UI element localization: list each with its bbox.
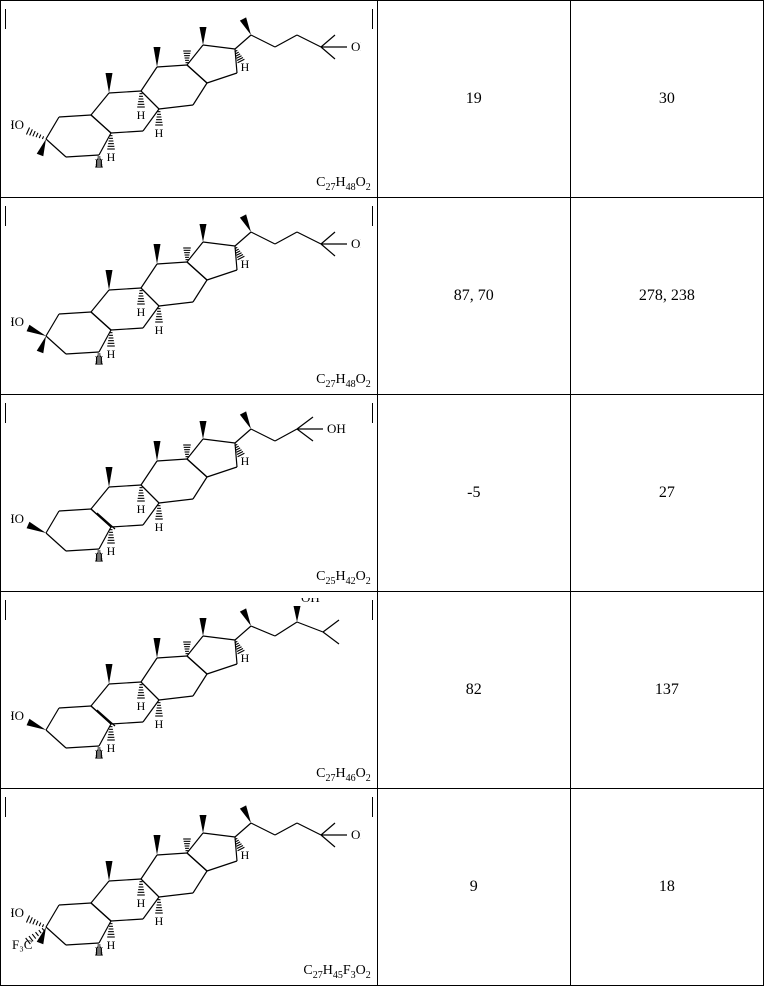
edge-mark	[372, 206, 373, 226]
svg-text:H: H	[155, 914, 164, 928]
structure-cell: HHHHHOHHOC27H48O2	[1, 198, 378, 395]
edge-mark	[5, 797, 6, 817]
value-col-1: 87, 70	[377, 198, 570, 395]
svg-text:H: H	[107, 347, 116, 361]
value-col-1: -5	[377, 395, 570, 592]
svg-text:H: H	[137, 108, 146, 122]
svg-text:HO: HO	[11, 117, 24, 132]
value-col-1: 19	[377, 1, 570, 198]
molecular-formula: C27H48O2	[316, 372, 371, 390]
compound-table: HHHHHOHHOC27H48O21930HHHHHOHHOC27H48O287…	[0, 0, 764, 986]
svg-text:OH: OH	[351, 236, 361, 251]
molecular-formula: C27H46O2	[316, 766, 371, 784]
edge-mark	[5, 9, 6, 29]
table-row: HHHHHOHHOC27H48O287, 70278, 238	[1, 198, 764, 395]
value-col-1: 9	[377, 789, 570, 986]
svg-text:HO: HO	[11, 905, 24, 920]
structure-cell: HHHHHOHHOC27H48O2	[1, 1, 378, 198]
structure-svg: HHHHHOHF₃CHO	[11, 795, 361, 975]
svg-text:OH: OH	[351, 39, 361, 54]
table-row: HHHHHOHHOC25H42O2-527	[1, 395, 764, 592]
svg-text:H: H	[155, 323, 164, 337]
structure-svg: HHHHHOHHO	[11, 598, 361, 778]
value-col-2: 278, 238	[570, 198, 763, 395]
svg-text:H: H	[241, 454, 250, 468]
value-col-1: 82	[377, 592, 570, 789]
svg-text:H: H	[155, 520, 164, 534]
svg-text:HO: HO	[11, 511, 24, 526]
svg-text:OH: OH	[351, 827, 361, 842]
edge-mark	[372, 9, 373, 29]
svg-text:OH: OH	[327, 421, 346, 436]
structure-cell: HHHHHOHHOC27H46O2	[1, 592, 378, 789]
molecular-formula: C25H42O2	[316, 569, 371, 587]
svg-text:H: H	[155, 126, 164, 140]
svg-text:H: H	[137, 699, 146, 713]
svg-text:HO: HO	[11, 708, 24, 723]
edge-mark	[372, 600, 373, 620]
structure-svg: HHHHHOHHO	[11, 204, 361, 384]
svg-text:H: H	[137, 305, 146, 319]
table-row: HHHHHOHHOC27H48O21930	[1, 1, 764, 198]
svg-text:H: H	[137, 896, 146, 910]
value-col-2: 18	[570, 789, 763, 986]
molecular-formula: C27H45F3O2	[303, 963, 370, 981]
svg-text:H: H	[137, 502, 146, 516]
table-row: HHHHHOHF₃CHOC27H45F3O2918	[1, 789, 764, 986]
structure-svg: HHHHHOHHO	[11, 401, 361, 581]
table-row: HHHHHOHHOC27H46O282137	[1, 592, 764, 789]
structure-svg: HHHHHOHHO	[11, 7, 361, 187]
edge-mark	[372, 797, 373, 817]
molecular-formula: C27H48O2	[316, 175, 371, 193]
value-col-2: 27	[570, 395, 763, 592]
structure-cell: HHHHHOHHOC25H42O2	[1, 395, 378, 592]
svg-text:HO: HO	[11, 314, 24, 329]
svg-text:H: H	[241, 60, 250, 74]
edge-mark	[5, 600, 6, 620]
svg-text:H: H	[241, 651, 250, 665]
value-col-2: 137	[570, 592, 763, 789]
svg-text:F₃C: F₃C	[12, 937, 32, 952]
svg-text:H: H	[155, 717, 164, 731]
structure-cell: HHHHHOHF₃CHOC27H45F3O2	[1, 789, 378, 986]
value-col-2: 30	[570, 1, 763, 198]
svg-text:H: H	[241, 257, 250, 271]
edge-mark	[372, 403, 373, 423]
svg-text:H: H	[107, 150, 116, 164]
svg-text:H: H	[107, 741, 116, 755]
svg-text:H: H	[107, 938, 116, 952]
svg-text:H: H	[107, 544, 116, 558]
edge-mark	[5, 206, 6, 226]
svg-text:H: H	[241, 848, 250, 862]
svg-text:OH: OH	[301, 598, 320, 605]
edge-mark	[5, 403, 6, 423]
